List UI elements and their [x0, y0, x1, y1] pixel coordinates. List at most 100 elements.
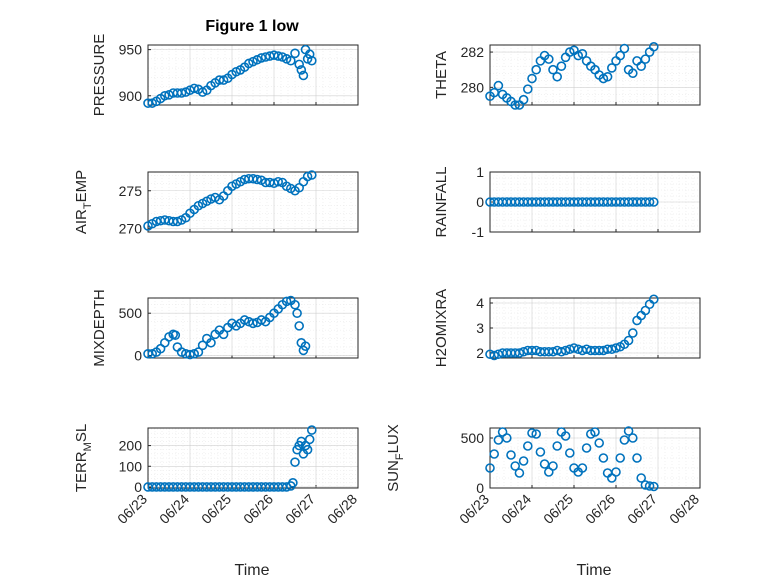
- data-point: [552, 441, 563, 451]
- data-point: [292, 308, 302, 319]
- y-tick-label: 282: [461, 44, 485, 60]
- data-point: [548, 64, 558, 75]
- data-point: [290, 457, 300, 467]
- data-point: [623, 426, 634, 436]
- data-point: [294, 321, 305, 331]
- data-point: [539, 459, 550, 469]
- subplot-air-temp: 270 275 AIRTEMP: [73, 170, 359, 236]
- data-point: [636, 473, 647, 483]
- data-point: [296, 65, 307, 75]
- y-axis-label: MIXDEPTH: [91, 289, 108, 367]
- data-point: [518, 456, 529, 466]
- data-point: [273, 51, 284, 61]
- data-point: [640, 54, 651, 64]
- y-axis-label: H2OMIXRA: [433, 289, 450, 367]
- data-point: [535, 447, 546, 457]
- data-point: [493, 80, 504, 91]
- data-point: [627, 328, 638, 338]
- data-point: [273, 176, 284, 187]
- data-point: [252, 174, 263, 185]
- data-point: [489, 449, 500, 459]
- y-axis-label: AIRTEMP: [73, 170, 94, 234]
- y-axis-label: RAINFALL: [433, 167, 450, 238]
- y-tick-label: 0: [134, 347, 142, 363]
- y-tick-label: 275: [119, 183, 143, 199]
- data-point: [531, 429, 542, 439]
- data-point: [560, 431, 571, 441]
- subplot-pressure: 900 950 PRESSURE: [91, 34, 359, 117]
- y-tick-label: 4: [476, 295, 484, 311]
- y-tick-label: 900: [119, 88, 143, 104]
- data-point: [501, 433, 512, 443]
- data-point: [548, 461, 558, 471]
- data-point: [619, 435, 630, 445]
- data-point: [193, 347, 204, 357]
- data-point: [590, 427, 600, 437]
- data-point: [510, 461, 521, 471]
- y-axis-label: THETA: [433, 51, 450, 99]
- data-point: [206, 337, 216, 348]
- data-point: [527, 428, 537, 438]
- y-tick-label: 280: [461, 79, 485, 95]
- data-point: [489, 350, 500, 361]
- data-point: [522, 84, 533, 94]
- data-point: [518, 94, 529, 105]
- data-point: [564, 448, 575, 458]
- y-axis-label: SUNFLUX: [385, 424, 406, 492]
- data-point: [493, 435, 504, 445]
- data-point: [189, 83, 199, 94]
- y-tick-label: 0: [476, 480, 484, 496]
- data-point: [300, 341, 311, 351]
- data-point: [594, 438, 605, 448]
- subplot-grid: 900 950 PRESSURE 280 282 THETA 270 275 AIRTEMP -1…: [73, 34, 702, 527]
- data-point: [298, 70, 309, 81]
- y-tick-label: 2: [476, 345, 484, 361]
- data-point: [552, 71, 563, 82]
- data-point: [288, 478, 298, 488]
- axes-border: [147, 44, 359, 106]
- data-point: [623, 335, 634, 346]
- subplot-mixdepth: 0 500 MIXDEPTH: [91, 289, 359, 367]
- data-point: [648, 197, 659, 207]
- data-point: [302, 444, 313, 455]
- data-point: [306, 170, 317, 180]
- data-point: [569, 343, 579, 353]
- data-point: [290, 299, 300, 310]
- data-point: [615, 50, 626, 61]
- data-point: [248, 318, 258, 329]
- data-point: [160, 90, 170, 101]
- data-point: [514, 468, 525, 478]
- data-point: [556, 61, 567, 71]
- data-point: [306, 425, 317, 435]
- axes-border: [489, 297, 701, 359]
- data-point: [598, 453, 609, 463]
- data-point: [556, 346, 567, 357]
- x-axis-label-left: Time: [235, 562, 270, 579]
- data-point: [304, 49, 315, 60]
- data-point: [606, 344, 617, 355]
- data-point: [294, 59, 305, 70]
- data-point: [290, 48, 300, 59]
- data-point: [560, 345, 571, 356]
- data-point: [510, 100, 521, 110]
- data-point: [522, 441, 533, 451]
- y-tick-label: 270: [119, 220, 143, 236]
- data-point: [170, 330, 181, 340]
- y-axis-label: TERRMSL: [73, 424, 94, 492]
- data-point: [172, 216, 183, 227]
- y-tick-label: 950: [119, 42, 143, 58]
- data-point: [644, 481, 655, 491]
- data-point: [176, 88, 187, 98]
- y-tick-label: -1: [472, 224, 485, 240]
- axes-border: [147, 171, 359, 233]
- data-point: [619, 43, 630, 54]
- data-point: [648, 41, 659, 52]
- y-tick-label: 500: [461, 430, 485, 446]
- data-point: [527, 73, 537, 84]
- data-point: [577, 49, 588, 59]
- data-point: [285, 55, 296, 66]
- data-point: [602, 71, 613, 82]
- y-axis-label: PRESSURE: [91, 34, 108, 117]
